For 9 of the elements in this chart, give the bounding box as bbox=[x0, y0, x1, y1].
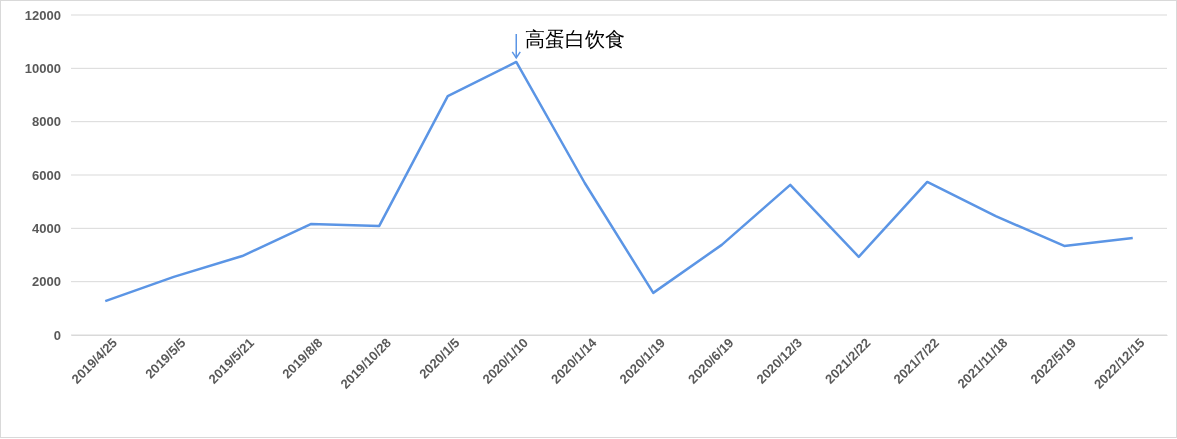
y-tick-label: 12000 bbox=[24, 7, 61, 23]
y-tick-label: 4000 bbox=[32, 220, 61, 236]
y-tick-label: 8000 bbox=[32, 114, 61, 130]
y-tick-label: 0 bbox=[53, 327, 61, 343]
line-series bbox=[104, 60, 1134, 303]
y-tick-label: 10000 bbox=[24, 60, 61, 76]
y-tick-label: 2000 bbox=[32, 274, 61, 290]
annotation: 高蛋白饮食 bbox=[525, 26, 626, 51]
y-tick-label: 6000 bbox=[32, 167, 61, 183]
